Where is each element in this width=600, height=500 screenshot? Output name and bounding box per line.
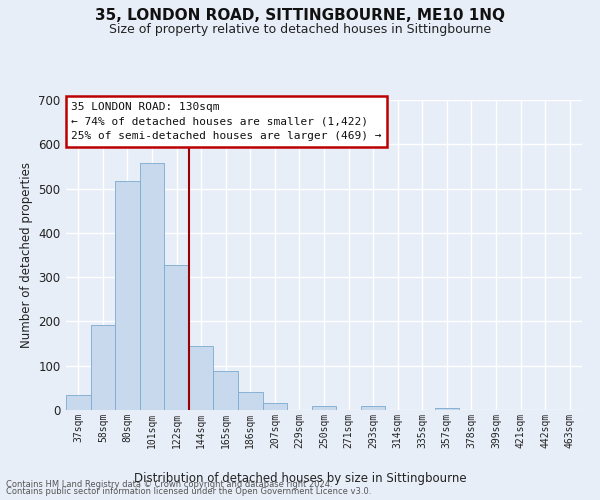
Bar [214,372,238,410]
Bar [361,406,385,410]
Bar [238,392,263,410]
Bar [164,264,189,410]
Y-axis label: Number of detached properties: Number of detached properties [20,162,32,348]
Bar [434,408,459,410]
Bar [140,163,164,410]
Bar [263,404,287,410]
Text: Contains HM Land Registry data © Crown copyright and database right 2024.: Contains HM Land Registry data © Crown c… [6,480,332,489]
Bar [115,182,140,410]
Text: Contains public sector information licensed under the Open Government Licence v3: Contains public sector information licen… [6,487,371,496]
Bar [189,346,214,410]
Bar [312,406,336,410]
Bar [66,396,91,410]
Bar [91,325,115,410]
Text: 35 LONDON ROAD: 130sqm
← 74% of detached houses are smaller (1,422)
25% of semi-: 35 LONDON ROAD: 130sqm ← 74% of detached… [71,102,382,141]
Text: Distribution of detached houses by size in Sittingbourne: Distribution of detached houses by size … [134,472,466,485]
Text: Size of property relative to detached houses in Sittingbourne: Size of property relative to detached ho… [109,22,491,36]
Text: 35, LONDON ROAD, SITTINGBOURNE, ME10 1NQ: 35, LONDON ROAD, SITTINGBOURNE, ME10 1NQ [95,8,505,22]
